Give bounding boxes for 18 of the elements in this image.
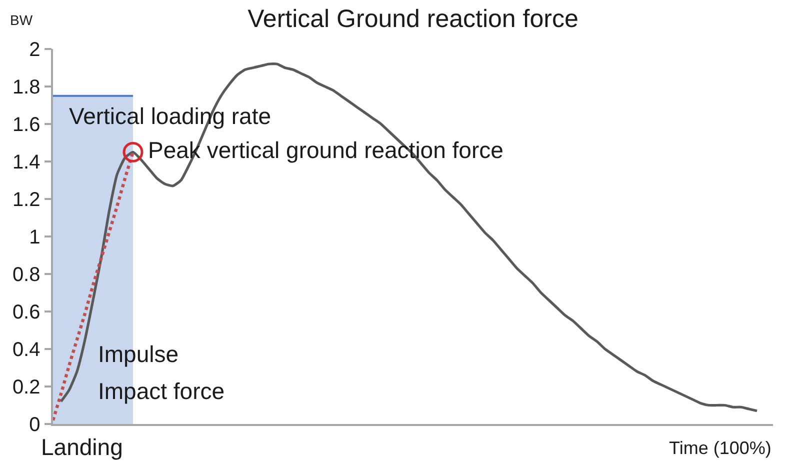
y-tick-label: 0.2	[12, 376, 40, 398]
y-tick-label: 0.4	[12, 339, 40, 361]
y-tick-label: 0.6	[12, 302, 40, 324]
y-tick-label: 1.6	[12, 114, 40, 136]
annotation: Impact force	[98, 378, 225, 404]
y-tick-label: 1.8	[12, 76, 40, 98]
y-tick-label: 1.4	[12, 152, 40, 174]
chart-title: Vertical Ground reaction force	[248, 4, 578, 33]
y-tick-label: 1.2	[12, 189, 40, 211]
text: Landing	[41, 434, 123, 460]
y-tick-label: 1	[29, 226, 40, 248]
annotation: Impulse	[98, 341, 179, 367]
line-series	[60, 62, 758, 412]
y-axis-title: BW	[10, 12, 34, 28]
x-axis-title: Time (100%)	[669, 438, 772, 458]
y-tick-label: 0	[29, 414, 40, 436]
y-tick-label: 2	[29, 39, 40, 61]
y-tick-label: 0.8	[12, 264, 40, 286]
